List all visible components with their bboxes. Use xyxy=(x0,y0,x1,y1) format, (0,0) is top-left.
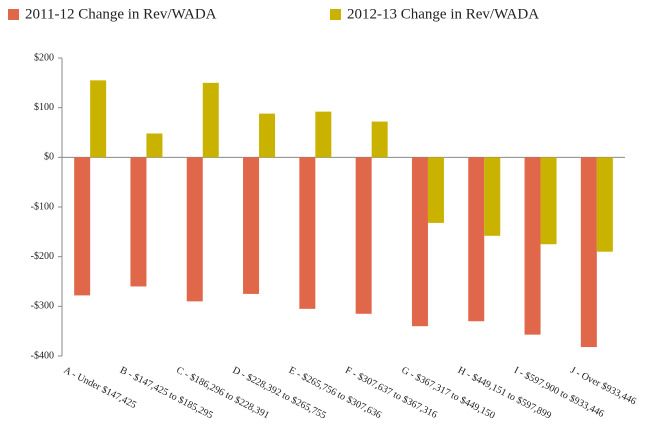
x-tick-label: D - $228,392 to $265,755 xyxy=(231,365,328,422)
bar xyxy=(484,157,501,236)
bar xyxy=(596,157,613,252)
x-tick-label: G - $367,317 to $449,150 xyxy=(400,365,497,422)
x-tick-label: F - $307,637 to $367,316 xyxy=(343,365,439,421)
bar xyxy=(186,157,203,302)
bar xyxy=(524,157,541,335)
bar xyxy=(580,157,597,348)
bar xyxy=(202,82,219,158)
y-tick-label: -$300 xyxy=(31,301,54,312)
bar xyxy=(315,111,332,158)
bar xyxy=(355,157,372,314)
bar xyxy=(371,121,388,158)
y-tick-label: -$200 xyxy=(31,251,54,262)
bar xyxy=(130,157,147,287)
bar xyxy=(427,157,444,223)
legend-label: 2012-13 Change in Rev/WADA xyxy=(347,6,539,22)
x-tick-label: B - $147,425 to $185,295 xyxy=(118,365,215,421)
bar xyxy=(243,157,260,294)
legend-swatch xyxy=(330,9,341,20)
bar xyxy=(146,133,163,158)
bar xyxy=(299,157,316,309)
y-tick-label: $200 xyxy=(34,52,54,63)
bar xyxy=(411,157,428,327)
bar xyxy=(540,157,557,245)
bar xyxy=(74,157,91,296)
bar xyxy=(90,80,107,158)
bar xyxy=(468,157,485,322)
legend-label: 2011-12 Change in Rev/WADA xyxy=(25,6,217,22)
y-tick-label: $0 xyxy=(44,152,54,163)
x-tick-label: E - $265,756 to $307,636 xyxy=(287,365,383,421)
y-tick-label: $100 xyxy=(34,102,54,113)
x-tick-label: C - $186,296 to $228,391 xyxy=(174,365,271,421)
x-tick-label: H - $449,151 to $597,899 xyxy=(456,365,553,422)
bar xyxy=(259,113,276,158)
legend-swatch xyxy=(8,9,19,20)
y-tick-label: -$100 xyxy=(31,201,54,212)
y-tick-label: -$400 xyxy=(31,350,54,361)
